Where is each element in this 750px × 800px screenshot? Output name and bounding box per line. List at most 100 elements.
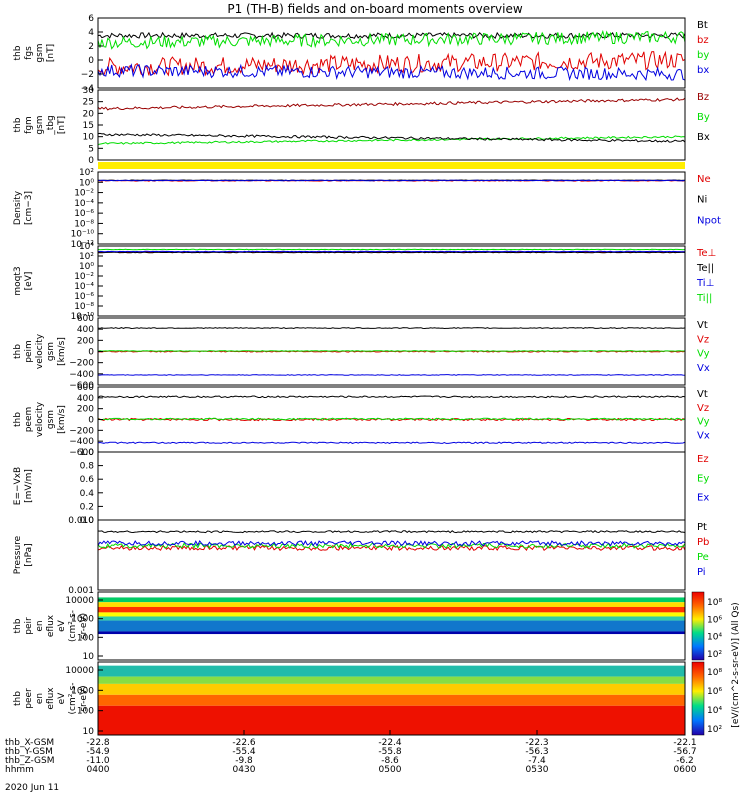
y-tick-label: −400 — [69, 370, 94, 380]
footer-value: 0600 — [674, 765, 697, 775]
y-tick-label: 10 — [83, 652, 95, 662]
y-tick-label: 600 — [77, 383, 94, 393]
footer-value: -22.1 — [673, 738, 696, 748]
panel-frame — [97, 317, 686, 386]
legend-Vy: Vy — [697, 417, 710, 428]
footer-value: -11.0 — [86, 756, 110, 766]
flag-bar — [98, 162, 685, 169]
y-tick-label: 10 — [83, 727, 95, 737]
y-axis-label: thb — [13, 618, 23, 633]
y-axis-label: thb — [13, 344, 23, 359]
colorbar-tick: 10⁴ — [707, 706, 722, 716]
legend-Vz: Vz — [697, 403, 709, 414]
panel-peir — [97, 591, 686, 661]
panel-frame — [97, 519, 686, 591]
y-tick-label: −400 — [69, 437, 94, 447]
y-tick-label: 2 — [88, 42, 94, 52]
y-axis-label: Pressure — [13, 535, 23, 574]
panel-pressure — [97, 519, 686, 591]
footer-value: -9.8 — [235, 756, 253, 766]
y-tick-label: 6 — [88, 14, 94, 24]
footer-value: -54.9 — [86, 747, 110, 757]
footer-row-label: thb_Z-GSM — [5, 756, 54, 766]
y-axis-label: [nT] — [57, 116, 67, 134]
y-axis-label: gsm — [35, 43, 45, 62]
panel-fgs — [97, 17, 686, 89]
y-tick-label: 400 — [77, 394, 94, 404]
colorbar-label: [eV/(cm^2-s-sr-eV)] (All Qs) — [731, 602, 741, 727]
legend-Vy: Vy — [697, 349, 710, 360]
y-tick-label: 400 — [77, 325, 94, 335]
panel-fgm — [97, 89, 686, 161]
legend-Ne: Ne — [697, 174, 711, 185]
panel-frame — [97, 591, 686, 661]
legend-Pe: Pe — [697, 552, 709, 563]
panel-frame — [97, 171, 686, 245]
footer-row-label: thb_X-GSM — [5, 738, 54, 748]
y-tick-label: 0 — [88, 348, 94, 358]
legend-Bz: Bz — [697, 92, 709, 103]
spectrogram-band — [98, 612, 685, 617]
y-axis-label: velocity — [35, 401, 45, 437]
footer-value: -56.3 — [525, 747, 548, 757]
legend-Bt: Bt — [697, 20, 708, 31]
footer-value: -6.2 — [676, 756, 694, 766]
y-tick-label: 0.001 — [68, 586, 94, 596]
y-tick-label: 10⁻⁶ — [74, 209, 94, 219]
panel-efield — [97, 451, 686, 521]
y-tick-label: 20 — [83, 109, 95, 119]
y-tick-label: 10⁻⁴ — [74, 199, 94, 209]
series-Bx-line — [97, 132, 686, 143]
colorbar-tick: 10⁸ — [707, 668, 722, 678]
y-tick-label: 0.6 — [80, 475, 95, 485]
y-axis-label: en — [35, 693, 45, 704]
y-tick-label: 10⁴ — [79, 242, 94, 252]
legend-bx: bx — [697, 65, 709, 76]
y-tick-label: 0 — [88, 416, 94, 426]
y-axis-label: [nPa] — [24, 543, 34, 566]
series-Vy-line — [97, 417, 686, 421]
legend-Bx: Bx — [697, 132, 710, 143]
y-axis-label: gsm — [46, 410, 56, 429]
y-axis-label: fgm — [24, 116, 34, 134]
panel-frame — [97, 89, 686, 161]
y-axis-label: eflux — [46, 687, 56, 710]
spectrogram-band — [98, 606, 685, 613]
footer-value: -22.3 — [525, 738, 548, 748]
footer-value: -7.4 — [528, 756, 546, 766]
y-tick-label: 1000 — [71, 686, 94, 696]
y-axis-label: thb — [13, 691, 23, 706]
y-axis-label: sr-eV) — [79, 613, 89, 639]
legend-Ey: Ey — [697, 473, 709, 484]
y-axis-label: E=−VxB — [13, 467, 23, 505]
y-tick-label: 10 — [83, 133, 95, 143]
panel-frame — [97, 245, 686, 317]
y-tick-label: 10² — [79, 168, 94, 178]
legend-Ex: Ex — [697, 493, 709, 504]
y-tick-label: 100 — [77, 707, 94, 717]
series-Vt-line — [97, 395, 686, 399]
y-tick-label: 15 — [83, 121, 94, 131]
spectrogram-band — [98, 592, 685, 598]
y-tick-label: 10⁰ — [79, 262, 94, 272]
y-axis-label: (cm²-s- — [68, 682, 78, 714]
legend-Vt: Vt — [697, 389, 708, 400]
colorbar-tick: 10⁴ — [707, 633, 722, 643]
y-tick-label: 200 — [77, 405, 94, 415]
footer-value: -55.4 — [232, 747, 256, 757]
footer-value: 0530 — [526, 765, 549, 775]
legend-Vt: Vt — [697, 320, 708, 331]
footer-value: 0400 — [87, 765, 110, 775]
series-Pe-line — [97, 542, 686, 550]
y-axis-label: thb — [13, 45, 23, 60]
y-axis-label: moqt3 — [13, 266, 23, 295]
y-axis-label: thb — [13, 117, 23, 132]
y-tick-label: 10⁰ — [79, 178, 94, 188]
footer-date: 2020 Jun 11 — [5, 783, 59, 793]
y-axis-label: (cm²-s- — [68, 610, 78, 642]
legend-Pb: Pb — [697, 537, 709, 548]
footer-value: -55.8 — [378, 747, 402, 757]
colorbar-tick: 10² — [707, 650, 722, 660]
y-tick-label: 0 — [88, 56, 94, 66]
spectrogram-band — [98, 705, 685, 735]
